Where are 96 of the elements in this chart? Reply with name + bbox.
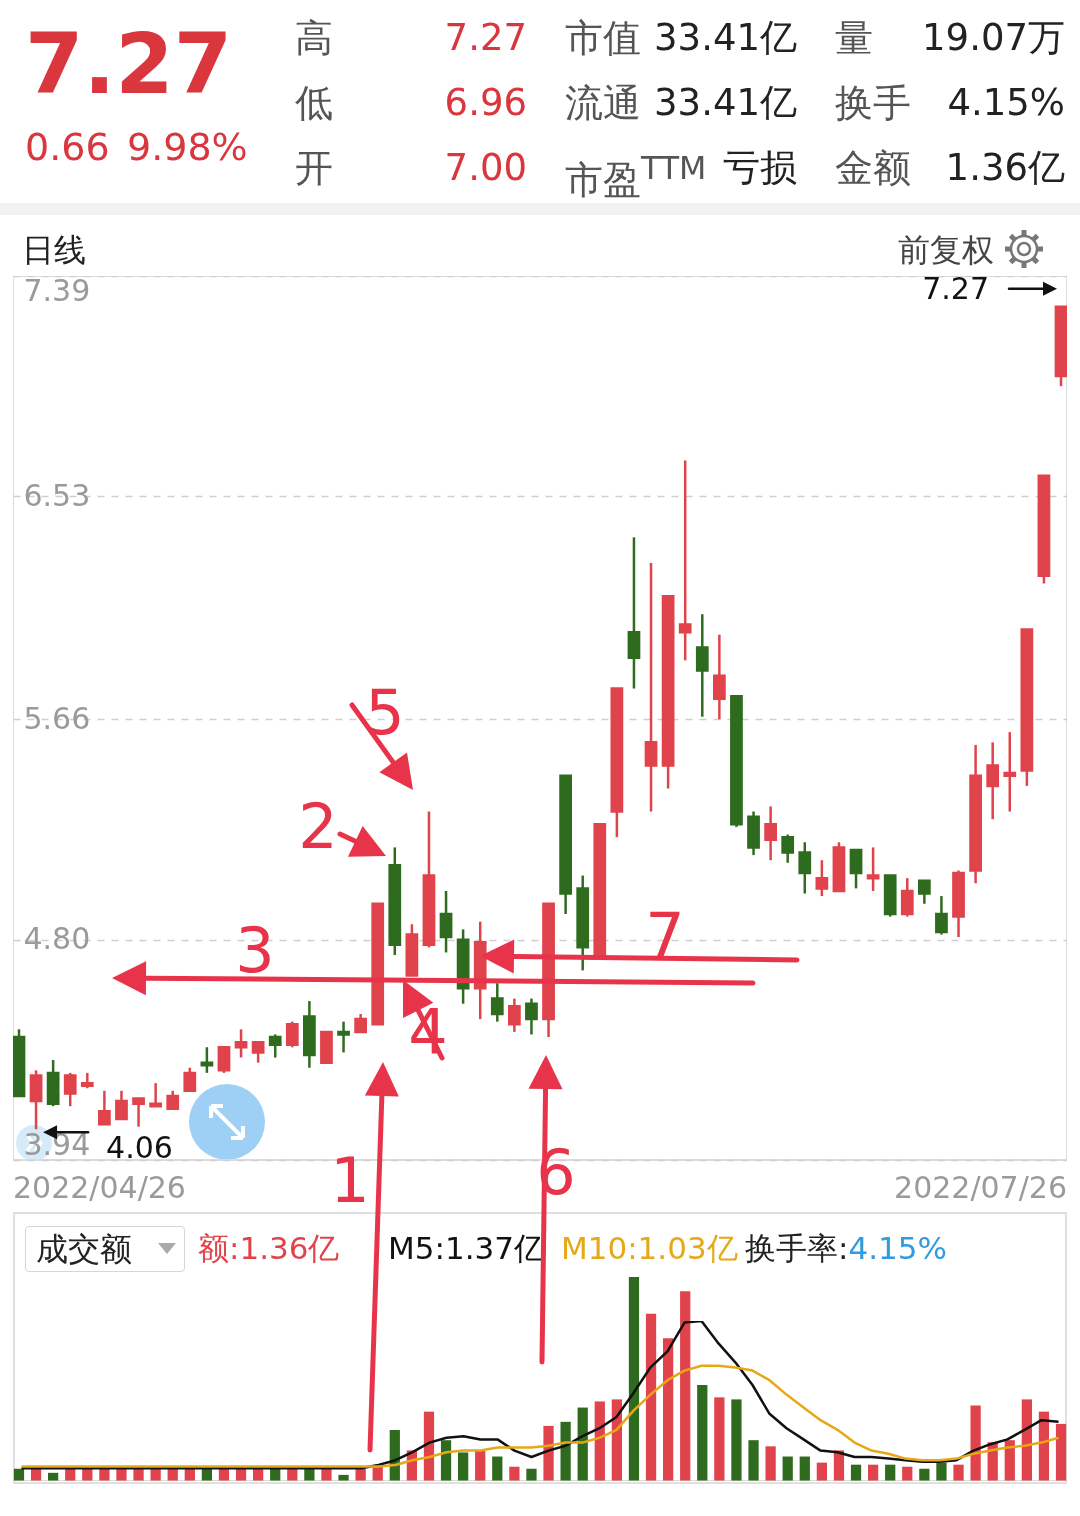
text: 开 — [295, 146, 333, 190]
text: 亏损 — [723, 146, 797, 190]
bar — [867, 1464, 879, 1481]
text: 低 — [295, 81, 333, 125]
bar — [680, 1291, 691, 1481]
bar — [184, 1468, 195, 1481]
bar — [133, 1468, 144, 1481]
bar — [201, 1468, 213, 1481]
bar — [1055, 1423, 1067, 1481]
text: 9.98% — [127, 125, 248, 169]
bar — [782, 1456, 793, 1481]
text: 市值 — [565, 16, 641, 60]
annotation: 3 — [235, 914, 275, 987]
text: 4.15% — [848, 1230, 947, 1266]
text: 19.07万 — [922, 16, 1065, 60]
bar — [902, 1466, 913, 1481]
text: 2022/04/26 — [13, 1170, 186, 1205]
bar — [697, 1385, 708, 1481]
text: 7.00 — [444, 146, 527, 190]
annotation: 2 — [298, 790, 338, 863]
bar — [663, 1338, 674, 1481]
text: 33.41亿 — [654, 81, 797, 125]
bar — [833, 1450, 845, 1481]
bar — [116, 1468, 127, 1481]
bar — [714, 1397, 725, 1481]
bar — [218, 1468, 230, 1481]
text: 2022/07/26 — [894, 1170, 1067, 1205]
bar — [475, 1450, 486, 1481]
text: 0.66 — [25, 125, 110, 169]
chart-title: 日线 — [22, 230, 86, 271]
text: 流通 — [565, 81, 641, 125]
bar — [65, 1468, 76, 1481]
y-tick-label: 5.66 — [23, 700, 91, 736]
text: 33.41亿 — [654, 16, 797, 60]
bar — [936, 1462, 947, 1481]
bar — [526, 1468, 537, 1481]
annotation: 5 — [365, 676, 405, 749]
bar — [1021, 1399, 1032, 1481]
text: 换手率: — [745, 1230, 849, 1266]
text: 4.15% — [947, 81, 1065, 125]
bar — [816, 1462, 827, 1481]
bar — [509, 1466, 520, 1481]
text: 市盈$^{TTM}$ — [565, 149, 707, 202]
bar — [765, 1446, 776, 1481]
chart-title: 成交额 — [36, 1229, 132, 1269]
text: 7.27 — [25, 15, 233, 113]
y-tick-label: 4.80 — [23, 921, 91, 957]
bar — [850, 1464, 862, 1481]
bar — [885, 1464, 896, 1481]
annotation: 7 — [645, 899, 685, 972]
bar — [235, 1468, 247, 1481]
y-tick-label: 7.39 — [23, 272, 91, 308]
bar — [748, 1440, 759, 1481]
text: 换手 — [835, 81, 911, 125]
bar — [543, 1425, 554, 1481]
bar — [560, 1421, 571, 1481]
bar — [458, 1452, 469, 1481]
bar — [338, 1474, 349, 1481]
y-tick-label: 6.53 — [23, 477, 91, 513]
bar — [594, 1401, 605, 1481]
bar — [13, 1468, 25, 1481]
bar — [492, 1456, 503, 1481]
text: 前复权 — [898, 231, 994, 269]
text: 6.96 — [444, 81, 527, 125]
bar — [611, 1399, 622, 1481]
text: 1.36亿 — [945, 146, 1065, 190]
text: 7.27 — [444, 16, 527, 60]
text: 金额 — [835, 146, 911, 190]
bar — [355, 1468, 366, 1481]
bar — [645, 1313, 657, 1481]
bar — [1038, 1411, 1050, 1481]
text: 高 — [295, 16, 333, 60]
bar — [150, 1468, 161, 1481]
bar — [1004, 1440, 1015, 1481]
bar — [731, 1399, 742, 1481]
text: 额:1.36亿 — [198, 1229, 340, 1268]
text: 量 — [835, 16, 873, 60]
bar — [440, 1440, 452, 1481]
bar — [167, 1468, 178, 1481]
bar — [82, 1468, 93, 1481]
bar — [953, 1464, 964, 1481]
text: M10:1.03亿 — [560, 1229, 738, 1268]
bar — [253, 1468, 264, 1481]
annotation: 7.27 — [922, 270, 990, 306]
annotation: 4.06 — [106, 1130, 173, 1166]
annotation: 1 — [330, 1144, 370, 1217]
bar — [628, 1277, 640, 1481]
y-tick-label: 3.94 — [23, 1126, 91, 1162]
bar — [970, 1405, 981, 1481]
bar — [48, 1472, 59, 1481]
bar — [287, 1468, 298, 1481]
bar — [99, 1468, 110, 1481]
bar — [799, 1456, 810, 1481]
bar — [270, 1468, 281, 1481]
bar — [321, 1468, 332, 1481]
bar — [919, 1468, 930, 1481]
